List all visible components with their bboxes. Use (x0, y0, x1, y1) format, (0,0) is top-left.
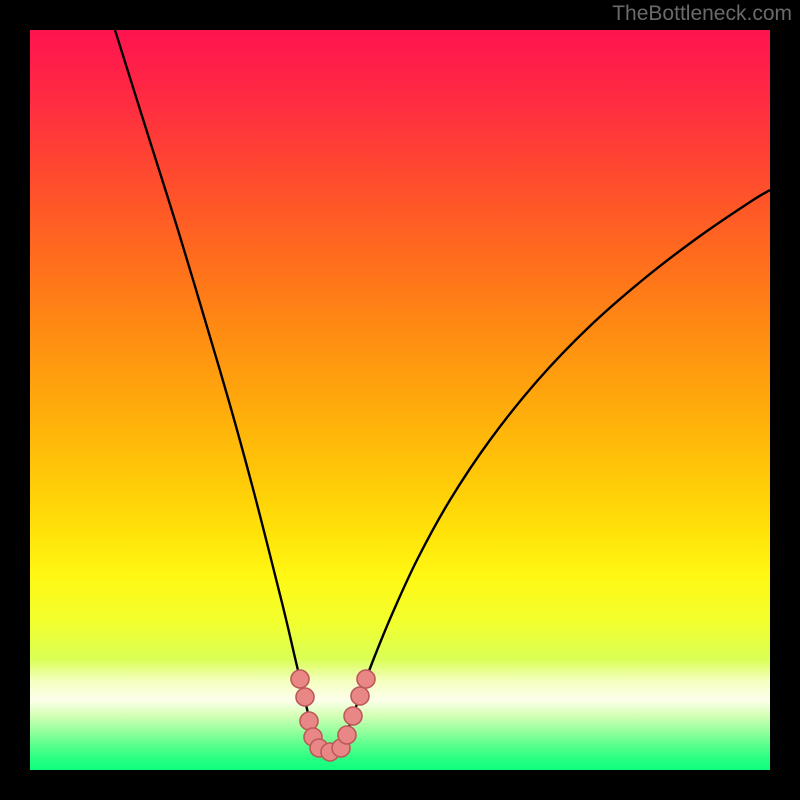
chart-container: TheBottleneck.com (0, 0, 800, 800)
plot-area (30, 30, 770, 770)
gradient-background (30, 30, 770, 770)
watermark-text: TheBottleneck.com (612, 2, 792, 26)
